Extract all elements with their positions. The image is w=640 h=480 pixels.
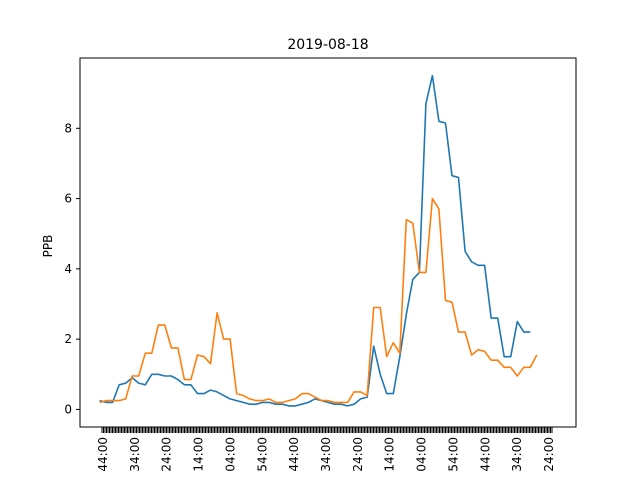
x-tick-label: 44:00 [478, 437, 492, 472]
x-tick-label: 44:00 [287, 437, 301, 472]
chart-title: 2019-08-18 [287, 37, 368, 53]
series-line-2 [99, 197, 538, 404]
x-tick-label: 04:00 [415, 437, 429, 472]
y-tick-label: 2 [64, 332, 72, 346]
x-tick-label: 34:00 [319, 437, 333, 472]
y-tick-label: 4 [64, 262, 72, 276]
y-tick-label: 0 [64, 402, 72, 416]
x-tick-label: 04:00 [223, 437, 237, 472]
series-layer [99, 74, 538, 407]
series-line-1 [99, 74, 531, 407]
x-tick-label: 14:00 [192, 437, 206, 472]
x-tick-label: 54:00 [255, 437, 269, 472]
y-axis-label: PPB [41, 235, 55, 258]
x-tick-label: 24:00 [160, 437, 174, 472]
x-tick-label: 14:00 [383, 437, 397, 472]
x-tick-label: 34:00 [510, 437, 524, 472]
x-tick-label: 44:00 [96, 437, 110, 472]
y-axis-ticks: 0 2 4 6 8 [64, 121, 80, 416]
plot-frame [79, 57, 577, 428]
x-axis-ticks: 44:00 34:00 24:00 14:00 04:00 54:00 44:00 34:00… [96, 427, 556, 472]
x-tick-label: 24:00 [351, 437, 365, 472]
y-tick-label: 8 [64, 121, 72, 135]
x-tick-label: 34:00 [128, 437, 142, 472]
y-tick-label: 6 [64, 192, 72, 206]
x-tick-label: 54:00 [446, 437, 460, 472]
x-tick-label: 24:00 [542, 437, 556, 472]
